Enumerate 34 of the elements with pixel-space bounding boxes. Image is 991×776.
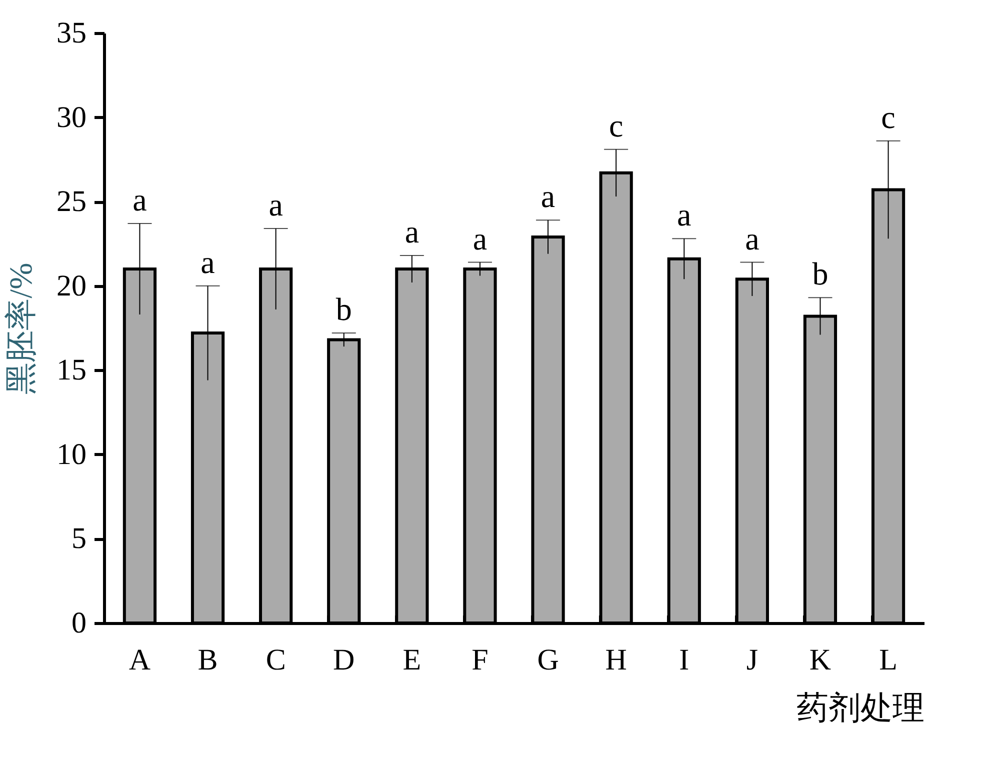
x-tick-label: C — [266, 644, 286, 676]
annotation: a — [200, 244, 215, 280]
x-tick-label: A — [128, 644, 151, 676]
annotation: a — [677, 196, 692, 233]
x-tick-label: K — [809, 644, 832, 676]
y-tick-label: 20 — [56, 269, 86, 302]
x-tick-label: H — [605, 644, 627, 676]
y-tick-label: 35 — [56, 16, 86, 50]
x-tick-label: F — [472, 644, 488, 676]
x-tick-label: G — [537, 644, 559, 676]
y-tick-label: 5 — [72, 522, 86, 556]
y-tick-label: 0 — [72, 606, 86, 640]
annotation: a — [404, 214, 420, 250]
x-tick-label: I — [679, 644, 690, 676]
y-tick-label: 25 — [56, 185, 86, 218]
annotation: a — [472, 220, 488, 256]
x-tick-label: D — [333, 644, 355, 676]
x-tick-label: E — [402, 644, 422, 676]
annotation: c — [608, 107, 624, 144]
annotation: a — [132, 181, 147, 218]
annotation: a — [745, 220, 760, 256]
annotation: b — [336, 291, 352, 328]
x-tick-label: J — [746, 644, 758, 676]
y-tick-label: 15 — [56, 354, 86, 387]
x-tick-label: L — [879, 644, 898, 676]
y-tick-label: 10 — [56, 438, 86, 471]
y-axis-title: 黑胚率/% — [2, 262, 38, 394]
annotation: a — [540, 178, 556, 214]
annotation: b — [812, 256, 828, 292]
x-tick-label: B — [198, 644, 218, 676]
y-tick-label: 30 — [56, 100, 86, 134]
x-axis-title: 药剂处理 — [796, 690, 924, 726]
annotation: a — [268, 186, 283, 223]
annotation: c — [881, 98, 896, 135]
